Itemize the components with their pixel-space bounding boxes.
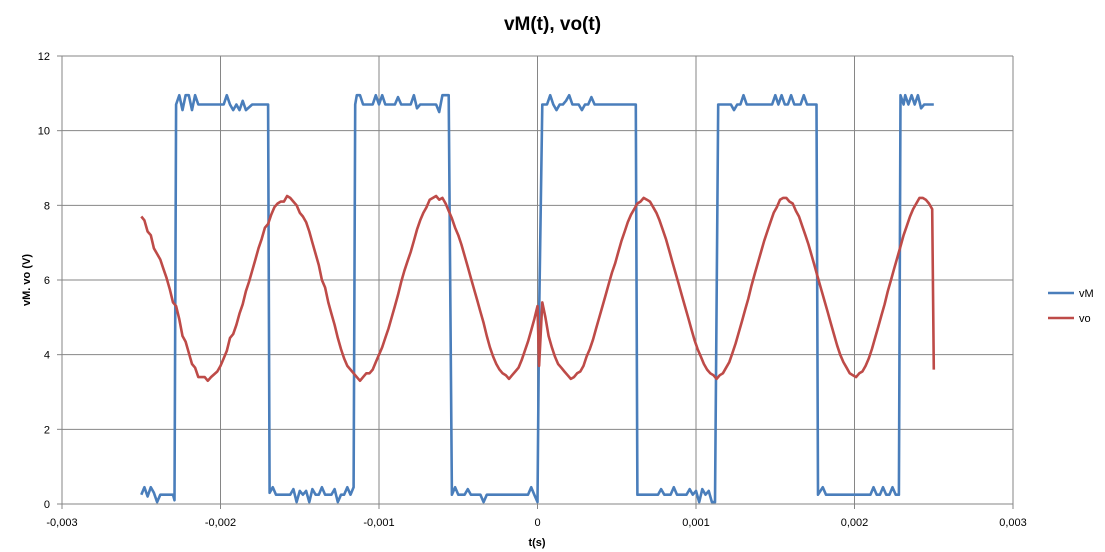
x-axis-title: t(s) <box>528 537 545 549</box>
series-layer <box>140 93 936 504</box>
y-axis-title: vM. vo (V) <box>21 254 33 306</box>
x-tick-label: 0,002 <box>841 517 869 529</box>
x-tick-label: -0,002 <box>205 517 236 529</box>
x-tick-label: 0,001 <box>682 517 710 529</box>
tick-labels: 0 2 4 6 8 10 12 -0,003 -0,002 -0,001 0 0,001 0,002 0,… <box>38 51 1027 529</box>
x-tick-label: -0,003 <box>46 517 77 529</box>
x-tick-label: 0,003 <box>999 517 1027 529</box>
legend-label-vo: vo <box>1079 313 1091 325</box>
y-tick-label: 0 <box>44 499 50 511</box>
y-tick-label: 6 <box>44 275 50 287</box>
axes <box>57 55 1014 509</box>
legend-label-vM: vM <box>1079 288 1094 300</box>
y-tick-label: 4 <box>44 350 50 362</box>
y-tick-label: 10 <box>38 126 50 138</box>
y-tick-label: 12 <box>38 51 50 63</box>
legend: vM vo <box>1048 288 1094 325</box>
series-line-vM <box>140 93 934 504</box>
y-tick-label: 8 <box>44 200 50 212</box>
y-tick-label: 2 <box>44 424 50 436</box>
series-line-vo <box>140 194 936 383</box>
x-tick-label: -0,001 <box>363 517 394 529</box>
x-tick-label: 0 <box>534 517 540 529</box>
chart-title: vM(t), vo(t) <box>503 14 602 35</box>
